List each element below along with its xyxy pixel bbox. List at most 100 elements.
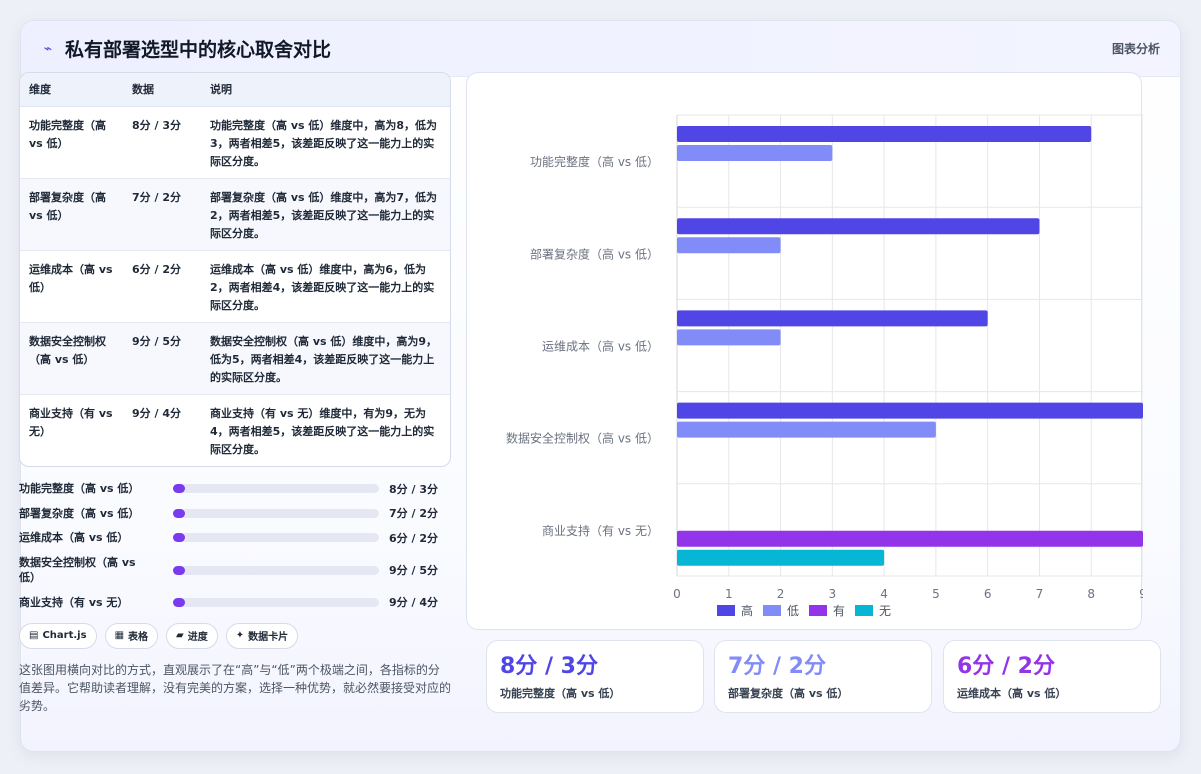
stat-card: 7分 / 2分 部署复杂度（高 vs 低） xyxy=(714,640,932,713)
progress-label: 商业支持（有 vs 无） xyxy=(19,595,129,609)
left-column: 维度 数据 说明 功能完整度（高 vs 低） 8分 / 3分 功能完整度（高 v… xyxy=(19,72,451,715)
table-icon: ▦ xyxy=(114,630,125,641)
progress-fill xyxy=(173,533,186,543)
table-row: 部署复杂度（高 vs 低） 7分 / 2分 部署复杂度（高 vs 低）维度中，高… xyxy=(20,178,450,251)
bar-high xyxy=(677,402,1143,419)
progress-track xyxy=(173,484,379,494)
progress-row: 部署复杂度（高 vs 低） 7分 / 2分 xyxy=(19,501,451,526)
table-cell-desc: 运维成本（高 vs 低）维度中，高为6，低为2，两者相差4，该差距反映了这一能力… xyxy=(201,250,450,323)
stat-value: 8分 / 3分 xyxy=(500,654,598,679)
bar-low xyxy=(677,145,833,161)
chart-icon: ▤ xyxy=(29,630,39,641)
table-cell-desc: 商业支持（有 vs 无）维度中，有为9，无为4，两者相差5，该差距反映了这一能力… xyxy=(210,406,435,456)
chip-chartjs[interactable]: ▤ Chart.js xyxy=(19,622,97,649)
progress-value: 7分 / 2分 xyxy=(389,507,438,521)
bar-low xyxy=(677,237,781,254)
chip-data-cards[interactable]: ✦ 数据卡片 xyxy=(225,622,299,649)
table-cell-desc: 功能完整度（高 vs 低）维度中，高为8，低为3，两者相差5，该差距反映了这一能… xyxy=(201,106,450,179)
legend-swatch xyxy=(855,605,873,616)
table-cell-dim: 数据安全控制权（高 vs 低） xyxy=(20,322,123,395)
progress-label: 数据安全控制权（高 vs 低） xyxy=(19,556,136,584)
table-header-desc: 说明 xyxy=(201,73,450,107)
y-tick-label: 功能完整度（高 vs 低） xyxy=(530,154,659,169)
table-cell-desc: 数据安全控制权（高 vs 低）维度中，高为9，低为5，两者相差4，该差距反映了这… xyxy=(201,322,450,395)
header-tag: 图表分析 xyxy=(1111,42,1160,56)
progress-label: 运维成本（高 vs 低） xyxy=(19,531,129,545)
stat-card: 6分 / 2分 运维成本（高 vs 低） xyxy=(943,640,1161,713)
table-cell-dim: 商业支持（有 vs 无） xyxy=(29,406,113,438)
chip-list: ▤ Chart.js ▦ 表格 ▰ 进度 ✦ 数据卡片 xyxy=(19,622,451,649)
progress-list: 功能完整度（高 vs 低） 8分 / 3分 部署复杂度（高 vs 低） 7分 /… xyxy=(19,477,451,615)
bar-high xyxy=(677,310,988,327)
chart-card: 0 1 2 3 4 5 6 7 8 9 功能完整度（高 vs 低） 部署复杂度（高 vs 低） 运维成本… xyxy=(466,72,1143,630)
table-cell-data: 7分 / 2分 xyxy=(123,178,201,251)
table-row: 数据安全控制权（高 vs 低） 9分 / 5分 数据安全控制权（高 vs 低）维… xyxy=(20,322,450,395)
legend-swatch xyxy=(763,605,781,616)
progress-fill xyxy=(173,565,186,575)
chip-label: Chart.js xyxy=(42,630,87,641)
chip-label: 数据卡片 xyxy=(248,632,289,643)
y-tick-label: 运维成本（高 vs 低） xyxy=(542,339,659,354)
chip-progress[interactable]: ▰ 进度 xyxy=(166,622,218,649)
table-cell-data: 9分 / 4分 xyxy=(132,406,181,420)
legend-label: 低 xyxy=(787,604,799,618)
bar-low xyxy=(677,421,936,438)
progress-track xyxy=(173,508,379,518)
chip-table[interactable]: ▦ 表格 xyxy=(104,622,159,649)
bar-high xyxy=(677,126,1092,142)
progress-fill xyxy=(173,484,186,494)
summary-text: 这张图用横向对比的方式，直观展示了在“高”与“低”两个极端之间，各指标的分值差异… xyxy=(19,662,452,713)
bar-no xyxy=(677,549,885,566)
y-tick-label: 数据安全控制权（高 vs 低） xyxy=(506,431,659,446)
x-tick-label: 2 xyxy=(777,587,785,601)
stat-label: 部署复杂度（高 vs 低） xyxy=(728,687,849,700)
stat-label: 运维成本（高 vs 低） xyxy=(957,687,1067,700)
table-cell-dim: 运维成本（高 vs 低） xyxy=(20,250,123,323)
sparkle-icon: ✦ xyxy=(235,630,245,641)
progress-row: 功能完整度（高 vs 低） 8分 / 3分 xyxy=(19,477,451,502)
x-tick-label: 6 xyxy=(984,587,992,601)
header: ⌁ 私有部署选型中的核心取舍对比 图表分析 xyxy=(21,21,1180,77)
bar-yes xyxy=(677,530,1143,547)
table-cell-dim: 功能完整度（高 vs 低） xyxy=(20,106,123,179)
stat-card: 8分 / 3分 功能完整度（高 vs 低） xyxy=(486,640,704,713)
data-table: 维度 数据 说明 功能完整度（高 vs 低） 8分 / 3分 功能完整度（高 v… xyxy=(19,72,451,467)
progress-fill xyxy=(173,597,186,607)
y-tick-label: 部署复杂度（高 vs 低） xyxy=(530,246,659,261)
progress-label: 功能完整度（高 vs 低） xyxy=(19,482,140,496)
bar-chart: 0 1 2 3 4 5 6 7 8 9 功能完整度（高 vs 低） 部署复杂度（高 vs 低） 运维成本… xyxy=(506,114,1143,618)
progress-track xyxy=(173,533,379,543)
x-tick-label: 3 xyxy=(829,587,837,601)
x-tick-label: 8 xyxy=(1087,587,1095,601)
table-header-dim: 维度 xyxy=(20,73,123,107)
x-tick-label: 0 xyxy=(673,587,681,601)
x-tick-label: 7 xyxy=(1036,587,1044,601)
table-row: 商业支持（有 vs 无） 9分 / 4分 商业支持（有 vs 无）维度中，有为9… xyxy=(20,394,450,466)
x-tick-label: 9 xyxy=(1139,587,1143,601)
progress-track xyxy=(173,597,379,607)
table-header-data: 数据 xyxy=(123,73,201,107)
progress-value: 8分 / 3分 xyxy=(389,482,438,496)
chart-line-icon: ⌁ xyxy=(43,40,53,57)
progress-row: 商业支持（有 vs 无） 9分 / 4分 xyxy=(19,590,451,615)
legend-label: 有 xyxy=(833,604,845,618)
x-tick-label: 1 xyxy=(725,587,733,601)
progress-value: 9分 / 5分 xyxy=(389,564,438,577)
x-tick-label: 5 xyxy=(932,587,940,601)
x-tick-label: 4 xyxy=(880,587,888,601)
table-cell-data: 8分 / 3分 xyxy=(123,106,201,179)
chip-label: 表格 xyxy=(128,632,149,643)
stat-label: 功能完整度（高 vs 低） xyxy=(500,687,621,700)
progress-fill xyxy=(173,508,186,518)
chip-label: 进度 xyxy=(187,632,208,643)
table-cell-dim: 部署复杂度（高 vs 低） xyxy=(20,178,123,251)
progress-row: 数据安全控制权（高 vs 低） 9分 / 5分 xyxy=(19,550,451,590)
progress-value: 9分 / 4分 xyxy=(389,596,438,610)
legend-label: 无 xyxy=(879,604,891,618)
stat-value: 6分 / 2分 xyxy=(957,654,1055,679)
progress-icon: ▰ xyxy=(176,630,184,641)
table-row: 运维成本（高 vs 低） 6分 / 2分 运维成本（高 vs 低）维度中，高为6… xyxy=(20,250,450,323)
page-title: 私有部署选型中的核心取舍对比 xyxy=(65,39,332,61)
legend-label: 高 xyxy=(741,603,753,618)
table-cell-data: 6分 / 2分 xyxy=(123,250,201,323)
